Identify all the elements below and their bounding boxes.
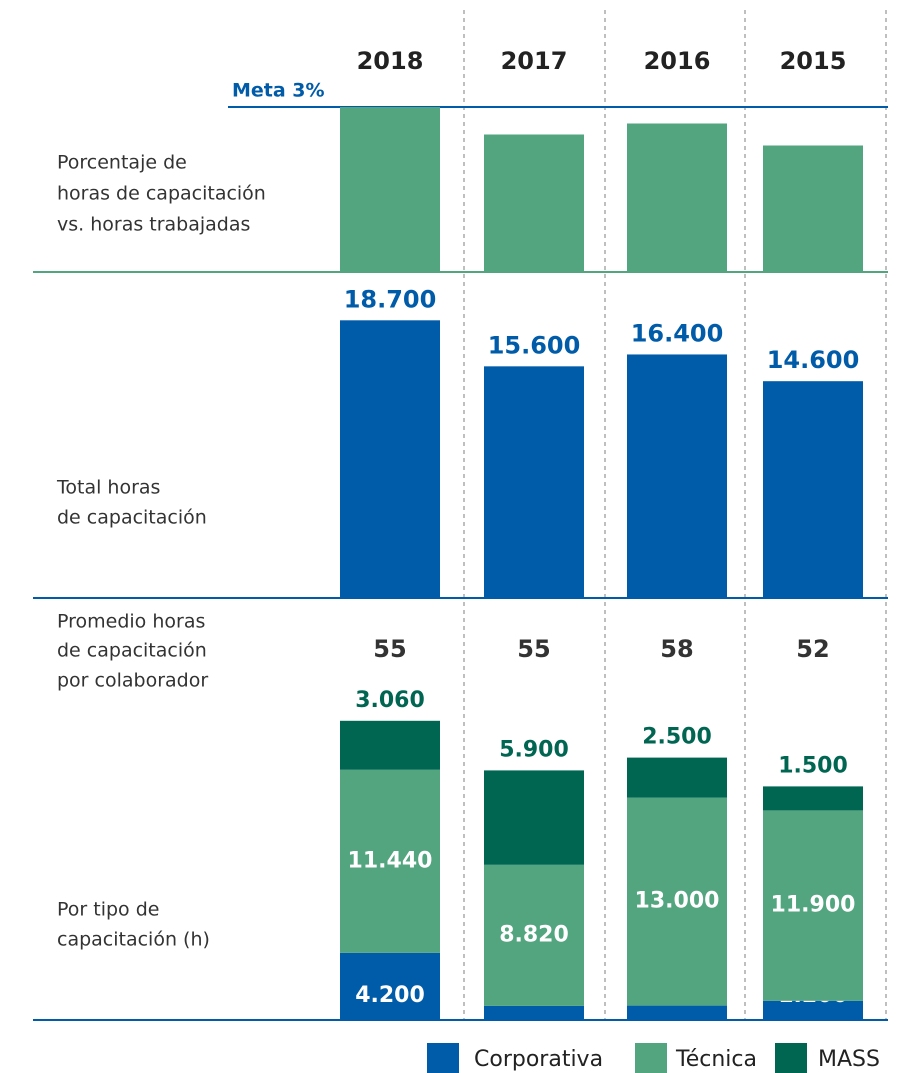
bar-segment [763,786,863,811]
year-label: 2015 [780,47,847,75]
bar [484,366,584,598]
bar-segment [484,770,584,865]
bar [484,134,584,272]
value-label: 11.440 [348,848,433,873]
value-label: 16.400 [631,319,724,347]
bar-segment [763,1000,863,1020]
average-value: 55 [373,635,406,663]
legend-swatch [427,1043,459,1073]
bar [340,320,440,598]
bar [627,354,727,598]
value-label: 11.900 [771,893,856,918]
bar-segment [627,1005,727,1020]
value-label: 2.500 [642,725,712,750]
bar-segment [340,952,440,1020]
bar [340,107,440,272]
value-label: 8.820 [499,922,569,947]
bar-segment [627,797,727,1006]
bar-segment [484,864,584,1006]
legend-swatch [775,1043,807,1073]
bar-segment [627,757,727,798]
average-value: 55 [517,635,550,663]
year-label: 2017 [501,47,568,75]
legend-label: Técnica [675,1047,757,1072]
year-label: 2018 [357,47,424,75]
bar-segment [763,810,863,1001]
bar-segment [484,1005,584,1020]
column-separators [463,10,887,1020]
row-label: de capacitación [57,640,207,662]
row-label: vs. horas trabajadas [57,214,250,236]
value-label: 1.500 [778,753,848,778]
legend-swatch [635,1043,667,1073]
average-value: 52 [796,635,829,663]
bar-segment [340,720,440,770]
value-label: 14.600 [767,346,860,374]
value-label: 18.700 [344,285,437,313]
year-label: 2016 [644,47,711,75]
bar [763,381,863,598]
row-label: por colaborador [57,670,208,692]
value-label: 15.600 [488,331,581,359]
row-label: capacitación (h) [57,929,210,951]
bar [763,145,863,272]
bar-segment [340,769,440,953]
target-label: Meta 3% [232,80,325,102]
bar [627,123,727,272]
value-label: 4.200 [355,983,425,1008]
row-label: horas de capacitación [57,183,266,205]
legend-label: Corporativa [474,1047,603,1072]
average-value: 58 [660,635,693,663]
value-label: 3.060 [355,688,425,713]
value-label: 5.900 [499,737,569,762]
row-label: Promedio horas [57,611,205,633]
legend-label: MASS [818,1047,880,1072]
row-label: Por tipo de [57,899,159,921]
row-label: de capacitación [57,507,207,529]
value-label: 13.000 [635,889,720,914]
row-label: Total horas [56,477,160,499]
row-label: Porcentaje de [57,152,187,174]
